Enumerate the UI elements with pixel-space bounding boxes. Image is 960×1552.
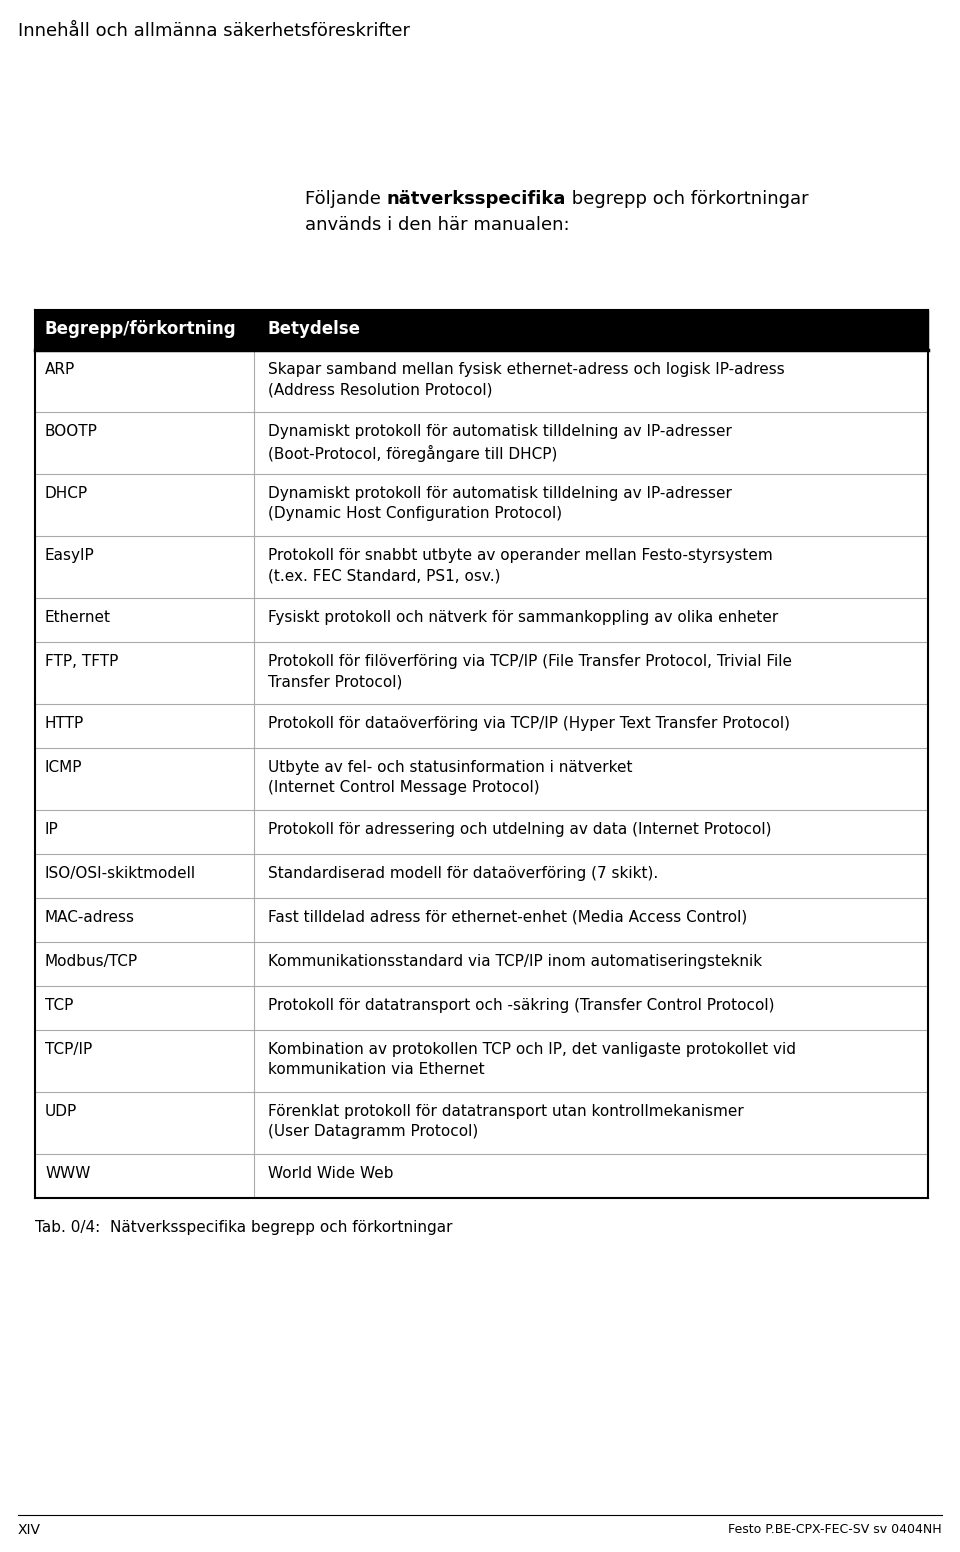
Text: BOOTP: BOOTP [45,424,98,439]
Text: Följande: Följande [305,189,387,208]
Text: TCP: TCP [45,998,73,1013]
Text: DHCP: DHCP [45,486,88,501]
Text: nätverksspecifika: nätverksspecifika [387,189,566,208]
Text: ARP: ARP [45,362,75,377]
Text: ICMP: ICMP [45,760,83,774]
Text: MAC-adress: MAC-adress [45,909,135,925]
Text: används i den här manualen:: används i den här manualen: [305,216,569,234]
Text: Skapar samband mellan fysisk ethernet-adress och logisk IP-adress
(Address Resol: Skapar samband mellan fysisk ethernet-ad… [268,362,784,397]
Text: WWW: WWW [45,1166,90,1181]
Text: Tab. 0/4:  Nätverksspecifika begrepp och förkortningar: Tab. 0/4: Nätverksspecifika begrepp och … [35,1220,452,1235]
Text: Protokoll för snabbt utbyte av operander mellan Festo-styrsystem
(t.ex. FEC Stan: Protokoll för snabbt utbyte av operander… [268,548,773,584]
Text: Innehåll och allmänna säkerhetsföreskrifter: Innehåll och allmänna säkerhetsföreskrif… [18,22,410,40]
Text: Festo P.BE-CPX-FEC-SV sv 0404NH: Festo P.BE-CPX-FEC-SV sv 0404NH [729,1523,942,1536]
Text: EasyIP: EasyIP [45,548,95,563]
Text: Fast tilldelad adress för ethernet-enhet (Media Access Control): Fast tilldelad adress för ethernet-enhet… [268,909,747,925]
Text: TCP/IP: TCP/IP [45,1041,92,1057]
Text: Kommunikationsstandard via TCP/IP inom automatiseringsteknik: Kommunikationsstandard via TCP/IP inom a… [268,954,762,968]
Text: XIV: XIV [18,1523,41,1536]
Text: Modbus/TCP: Modbus/TCP [45,954,138,968]
Text: Protokoll för adressering och utdelning av data (Internet Protocol): Protokoll för adressering och utdelning … [268,823,771,837]
Text: IP: IP [45,823,59,837]
Text: Betydelse: Betydelse [268,320,361,338]
Text: Ethernet: Ethernet [45,610,111,625]
Text: Kombination av protokollen TCP och IP, det vanligaste protokollet vid
kommunikat: Kombination av protokollen TCP och IP, d… [268,1041,796,1077]
Text: Standardiserad modell för dataöverföring (7 skikt).: Standardiserad modell för dataöverföring… [268,866,658,882]
Text: Förenklat protokoll för datatransport utan kontrollmekanismer
(User Datagramm Pr: Förenklat protokoll för datatransport ut… [268,1103,744,1139]
Text: Begrepp/förkortning: Begrepp/förkortning [45,320,236,338]
Text: World Wide Web: World Wide Web [268,1166,394,1181]
Text: Protokoll för filöverföring via TCP/IP (File Transfer Protocol, Trivial File
Tra: Protokoll för filöverföring via TCP/IP (… [268,653,792,689]
Text: Protokoll för datatransport och -säkring (Transfer Control Protocol): Protokoll för datatransport och -säkring… [268,998,775,1013]
Bar [35,310,928,351]
Text: FTP, TFTP: FTP, TFTP [45,653,118,669]
Text: ISO/OSI-skiktmodell: ISO/OSI-skiktmodell [45,866,196,882]
Text: Utbyte av fel- och statusinformation i nätverket
(Internet Control Message Proto: Utbyte av fel- och statusinformation i n… [268,760,633,795]
Text: Dynamiskt protokoll för automatisk tilldelning av IP-adresser
(Dynamic Host Conf: Dynamiskt protokoll för automatisk tilld… [268,486,732,521]
Text: Dynamiskt protokoll för automatisk tilldelning av IP-adresser
(Boot-Protocol, fö: Dynamiskt protokoll för automatisk tilld… [268,424,732,462]
Text: HTTP: HTTP [45,715,84,731]
Text: Fysiskt protokoll och nätverk för sammankoppling av olika enheter: Fysiskt protokoll och nätverk för samman… [268,610,778,625]
Text: UDP: UDP [45,1103,77,1119]
Text: begrepp och förkortningar: begrepp och förkortningar [566,189,808,208]
Text: Protokoll för dataöverföring via TCP/IP (Hyper Text Transfer Protocol): Protokoll för dataöverföring via TCP/IP … [268,715,790,731]
